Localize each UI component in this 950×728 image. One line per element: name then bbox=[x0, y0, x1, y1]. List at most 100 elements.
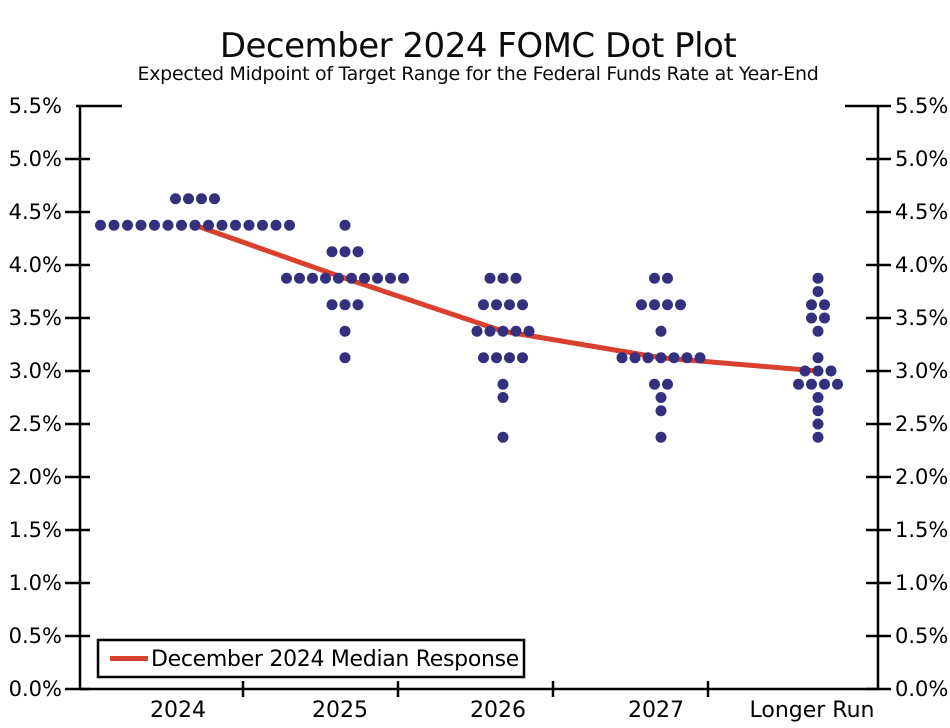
dots-layer bbox=[95, 193, 843, 443]
projection-dot bbox=[284, 219, 295, 231]
projection-dot bbox=[326, 299, 338, 311]
projection-dot bbox=[819, 299, 830, 311]
axes: 5.5% 5.5% 5.0% 5.0% 4.5% 4.5% 4.0% 4.0% 3.5% 3.5%… bbox=[9, 94, 949, 723]
projection-dot bbox=[655, 352, 667, 364]
projection-dot bbox=[812, 431, 824, 443]
projection-dot bbox=[346, 272, 357, 284]
projection-dot bbox=[681, 352, 693, 364]
y-tick-label-right: 0.5% bbox=[895, 624, 948, 648]
projection-dot bbox=[108, 219, 120, 231]
projection-dot bbox=[806, 312, 817, 324]
legend-label: December 2024 Median Response bbox=[151, 647, 519, 672]
projection-dot bbox=[636, 299, 647, 311]
projection-dot bbox=[812, 418, 824, 430]
projection-dot bbox=[497, 325, 509, 337]
projection-dot bbox=[662, 272, 673, 284]
projection-dot bbox=[333, 272, 344, 284]
y-tick-label-left: 0.5% bbox=[9, 624, 62, 648]
projection-dot bbox=[484, 272, 496, 284]
projection-dot bbox=[812, 392, 824, 403]
projection-dot bbox=[662, 299, 673, 311]
y-tick-label-right: 5.5% bbox=[895, 94, 948, 118]
y-tick-label-left: 5.5% bbox=[9, 94, 62, 118]
projection-dot bbox=[694, 352, 706, 364]
y-tick-label-right: 3.0% bbox=[895, 359, 948, 383]
projection-dot bbox=[95, 219, 106, 231]
projection-dot bbox=[517, 352, 528, 364]
projection-dot bbox=[135, 219, 147, 231]
projection-dot bbox=[339, 325, 351, 337]
projection-dot bbox=[799, 365, 811, 377]
projection-dot bbox=[471, 325, 483, 337]
projection-dot bbox=[281, 272, 292, 284]
y-tick-label-right: 2.5% bbox=[895, 412, 948, 436]
projection-dot bbox=[832, 378, 843, 390]
y-tick-label-right: 4.0% bbox=[895, 253, 948, 277]
projection-dot bbox=[504, 299, 515, 311]
projection-dot bbox=[176, 219, 187, 231]
projection-dot bbox=[294, 272, 305, 284]
legend-box bbox=[96, 638, 526, 679]
y-tick-label-right: 2.0% bbox=[895, 465, 948, 489]
y-tick-label-right: 1.0% bbox=[895, 571, 948, 595]
projection-dot bbox=[270, 219, 282, 231]
projection-dot bbox=[257, 219, 268, 231]
projection-dot bbox=[230, 219, 241, 231]
projection-dot bbox=[484, 325, 496, 337]
projection-dot bbox=[812, 352, 824, 364]
projection-dot bbox=[510, 325, 522, 337]
projection-dot bbox=[675, 299, 686, 311]
projection-dot bbox=[523, 325, 535, 337]
y-tick-label-right: 5.0% bbox=[895, 147, 948, 171]
projection-dot bbox=[510, 272, 522, 284]
projection-dot bbox=[812, 325, 824, 337]
projection-dot bbox=[478, 299, 489, 311]
projection-dot bbox=[812, 272, 824, 284]
projection-dot bbox=[649, 378, 660, 390]
projection-dot bbox=[649, 299, 660, 311]
projection-dot bbox=[372, 272, 383, 284]
projection-dot bbox=[339, 352, 351, 364]
y-tick-label-left: 2.0% bbox=[9, 465, 62, 489]
projection-dot bbox=[812, 286, 824, 297]
projection-dot bbox=[149, 219, 160, 231]
projection-dot bbox=[517, 299, 528, 311]
projection-dot bbox=[497, 272, 509, 284]
projection-dot bbox=[497, 392, 509, 403]
projection-dot bbox=[352, 299, 364, 311]
x-category-label: 2026 bbox=[470, 698, 526, 723]
projection-dot bbox=[497, 378, 509, 390]
chart-subtitle: Expected Midpoint of Target Range for th… bbox=[138, 63, 819, 85]
projection-dot bbox=[339, 299, 351, 311]
x-category-label: 2027 bbox=[628, 698, 684, 723]
y-tick-label-left: 5.0% bbox=[9, 147, 62, 171]
projection-dot bbox=[616, 352, 628, 364]
y-tick-label-left: 3.5% bbox=[9, 306, 62, 330]
projection-dot bbox=[812, 365, 824, 377]
projection-dot bbox=[806, 299, 817, 311]
y-tick-label-right: 4.5% bbox=[895, 200, 948, 224]
y-tick-label-left: 1.5% bbox=[9, 518, 62, 542]
projection-dot bbox=[352, 246, 364, 258]
projection-dot bbox=[209, 193, 220, 205]
y-tick-label-left: 1.0% bbox=[9, 571, 62, 595]
projection-dot bbox=[806, 378, 817, 390]
projection-dot bbox=[359, 272, 370, 284]
projection-dot bbox=[203, 219, 214, 231]
projection-dot bbox=[819, 378, 830, 390]
projection-dot bbox=[307, 272, 318, 284]
projection-dot bbox=[385, 272, 396, 284]
x-category-label: 2025 bbox=[312, 698, 368, 723]
projection-dot bbox=[662, 378, 673, 390]
projection-dot bbox=[655, 325, 667, 337]
y-tick-label-right: 0.0% bbox=[895, 677, 948, 701]
projection-dot bbox=[497, 431, 509, 443]
x-category-label: 2024 bbox=[150, 698, 206, 723]
projection-dot bbox=[655, 405, 667, 417]
y-tick-label-right: 1.5% bbox=[895, 518, 948, 542]
projection-dot bbox=[825, 365, 837, 377]
projection-dot bbox=[170, 193, 181, 205]
projection-dot bbox=[478, 352, 489, 364]
